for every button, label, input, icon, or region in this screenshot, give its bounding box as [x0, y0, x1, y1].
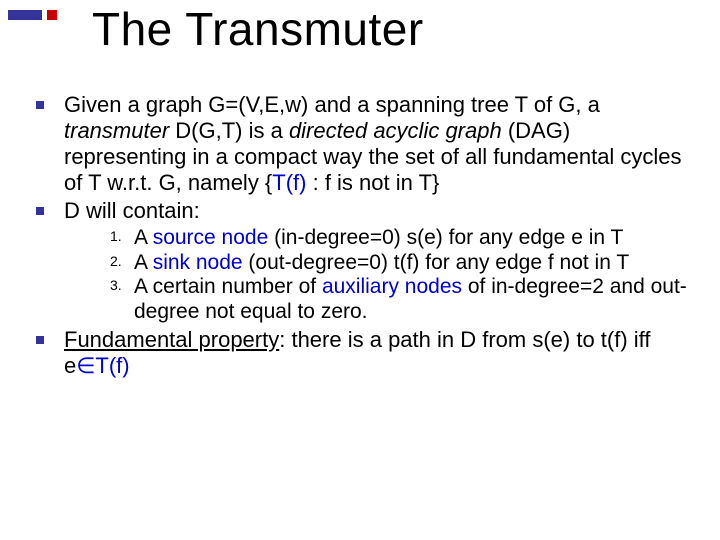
s2-b: (out-degree=0) t(f) for any edge f not i…	[243, 251, 630, 274]
b1-text-post2: : f is not in T}	[306, 170, 439, 195]
b2-text: D will contain:	[64, 198, 200, 223]
b1-text-pre: Given a graph G=(V,E,w) and a spanning t…	[64, 92, 600, 117]
b3-in-symbol: ∈	[76, 353, 95, 378]
bullet-3: Fundamental property: there is a path in…	[30, 327, 692, 379]
subitem-1: A source node (in-degree=0) s(e) for any…	[118, 226, 692, 251]
b1-term-dag: directed acyclic graph	[289, 118, 502, 143]
slide-body: Given a graph G=(V,E,w) and a spanning t…	[30, 92, 692, 381]
s1-b: (in-degree=0) s(e) for any edge e in T	[268, 226, 623, 249]
s2-a: A	[134, 251, 153, 274]
bullet-1: Given a graph G=(V,E,w) and a spanning t…	[30, 92, 692, 196]
subitem-2: A sink node (out-degree=0) t(f) for any …	[118, 251, 692, 276]
b3-tf: T(f)	[95, 353, 129, 378]
bullet-2: D will contain: A source node (in-degree…	[30, 198, 692, 325]
slide-title: The Transmuter	[92, 2, 424, 56]
b3-fundamental: Fundamental property	[64, 327, 279, 352]
accent-square	[47, 10, 57, 20]
s2-sink-node: sink node	[153, 251, 243, 274]
s1-a: A	[134, 226, 153, 249]
accent-bar	[8, 10, 42, 20]
slide: The Transmuter Given a graph G=(V,E,w) a…	[0, 0, 720, 540]
s3-aux-nodes: auxiliary nodes	[322, 275, 462, 298]
b1-text-mid: D(G,T) is a	[169, 118, 289, 143]
s3-a: A certain number of	[134, 275, 322, 298]
s1-source-node: source node	[153, 226, 269, 249]
bullet-list: Given a graph G=(V,E,w) and a spanning t…	[30, 92, 692, 379]
subitem-3: A certain number of auxiliary nodes of i…	[118, 275, 692, 325]
b1-tf: T(f)	[272, 170, 306, 195]
b1-term-transmuter: transmuter	[64, 118, 169, 143]
numbered-sublist: A source node (in-degree=0) s(e) for any…	[64, 226, 692, 325]
